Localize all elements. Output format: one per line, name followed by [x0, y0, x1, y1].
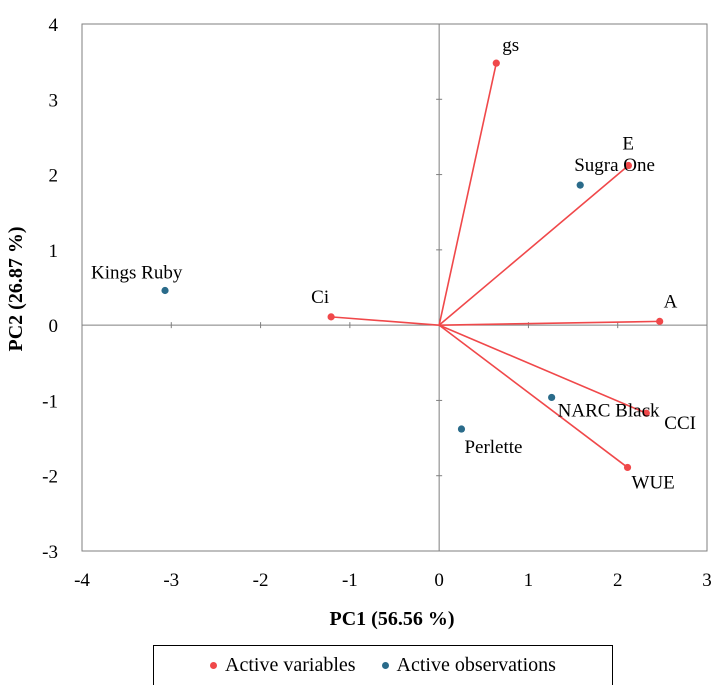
y-tick-label: 1 — [49, 241, 59, 262]
x-tick-label: 2 — [613, 570, 623, 591]
variable-point — [327, 313, 335, 321]
observation-point — [457, 425, 466, 433]
x-tick-label: -3 — [163, 570, 179, 591]
observation-point — [548, 393, 556, 402]
variable-vector — [438, 324, 647, 414]
legend-label-variables: Active variables — [225, 654, 356, 676]
y-axis-title: PC2 (26.87 %) — [5, 227, 27, 352]
variable-vector — [439, 320, 660, 326]
y-tick-label: 2 — [49, 166, 59, 187]
legend-dot-observations — [381, 662, 389, 669]
x-tick-label: 0 — [434, 570, 444, 591]
y-tick-label: 3 — [49, 90, 59, 111]
variable-label: E — [622, 134, 634, 155]
x-tick-label: 3 — [702, 570, 712, 591]
variable-point — [492, 59, 500, 67]
y-tick-label: 0 — [49, 316, 59, 337]
observation-label: Perlette — [464, 437, 522, 458]
variable-label: Ci — [311, 287, 329, 308]
observation-point — [576, 181, 584, 189]
y-tick-label: 4 — [49, 15, 59, 36]
y-tick-label: -2 — [42, 467, 58, 488]
legend-dot-variables — [210, 662, 218, 669]
observation-label: Sugra One — [574, 155, 655, 176]
variable-vector — [438, 62, 498, 326]
x-tick-label: -1 — [342, 570, 358, 591]
variable-label: gs — [502, 35, 519, 56]
variable-vector — [438, 164, 629, 326]
observation-label: NARC Black — [558, 400, 660, 421]
variable-vector — [331, 316, 440, 326]
legend: Active variables Active observations — [153, 645, 613, 685]
observation-point — [161, 286, 169, 295]
variable-label: WUE — [632, 472, 675, 493]
chart-marks: gs E A Ci CCI WUE Sugra One Kings Ruby NARC Blac… — [91, 35, 696, 493]
y-tick-label: -1 — [42, 391, 58, 412]
biplot-chart: -4 -3 -2 -1 0 1 2 3 -3 -2 -1 0 1 2 3 4 gs E A Ci CCI WUE Sugr… — [5, 15, 712, 630]
plot-frame — [81, 23, 708, 552]
variable-point — [624, 161, 633, 170]
variable-label: CCI — [664, 413, 696, 434]
variable-vector — [438, 324, 629, 469]
variable-point — [623, 463, 632, 472]
variable-point — [656, 317, 664, 325]
legend-item-variables: Active variables — [210, 654, 356, 677]
x-tick-label: -2 — [253, 570, 269, 591]
x-axis-title: PC1 (56.56 %) — [330, 608, 455, 630]
variable-label: A — [664, 291, 678, 312]
axes: -4 -3 -2 -1 0 1 2 3 -3 -2 -1 0 1 2 3 4 — [42, 15, 712, 591]
x-tick-label: 1 — [524, 570, 534, 591]
legend-label-observations: Active observations — [396, 654, 556, 676]
x-tick-label: -4 — [74, 570, 90, 591]
observation-label: Kings Ruby — [91, 263, 183, 284]
y-tick-label: -3 — [42, 542, 58, 563]
legend-item-observations: Active observations — [381, 654, 556, 677]
variable-point — [642, 409, 650, 417]
